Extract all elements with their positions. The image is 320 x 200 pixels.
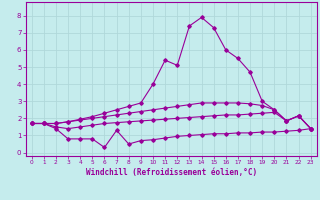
X-axis label: Windchill (Refroidissement éolien,°C): Windchill (Refroidissement éolien,°C)	[86, 168, 257, 177]
